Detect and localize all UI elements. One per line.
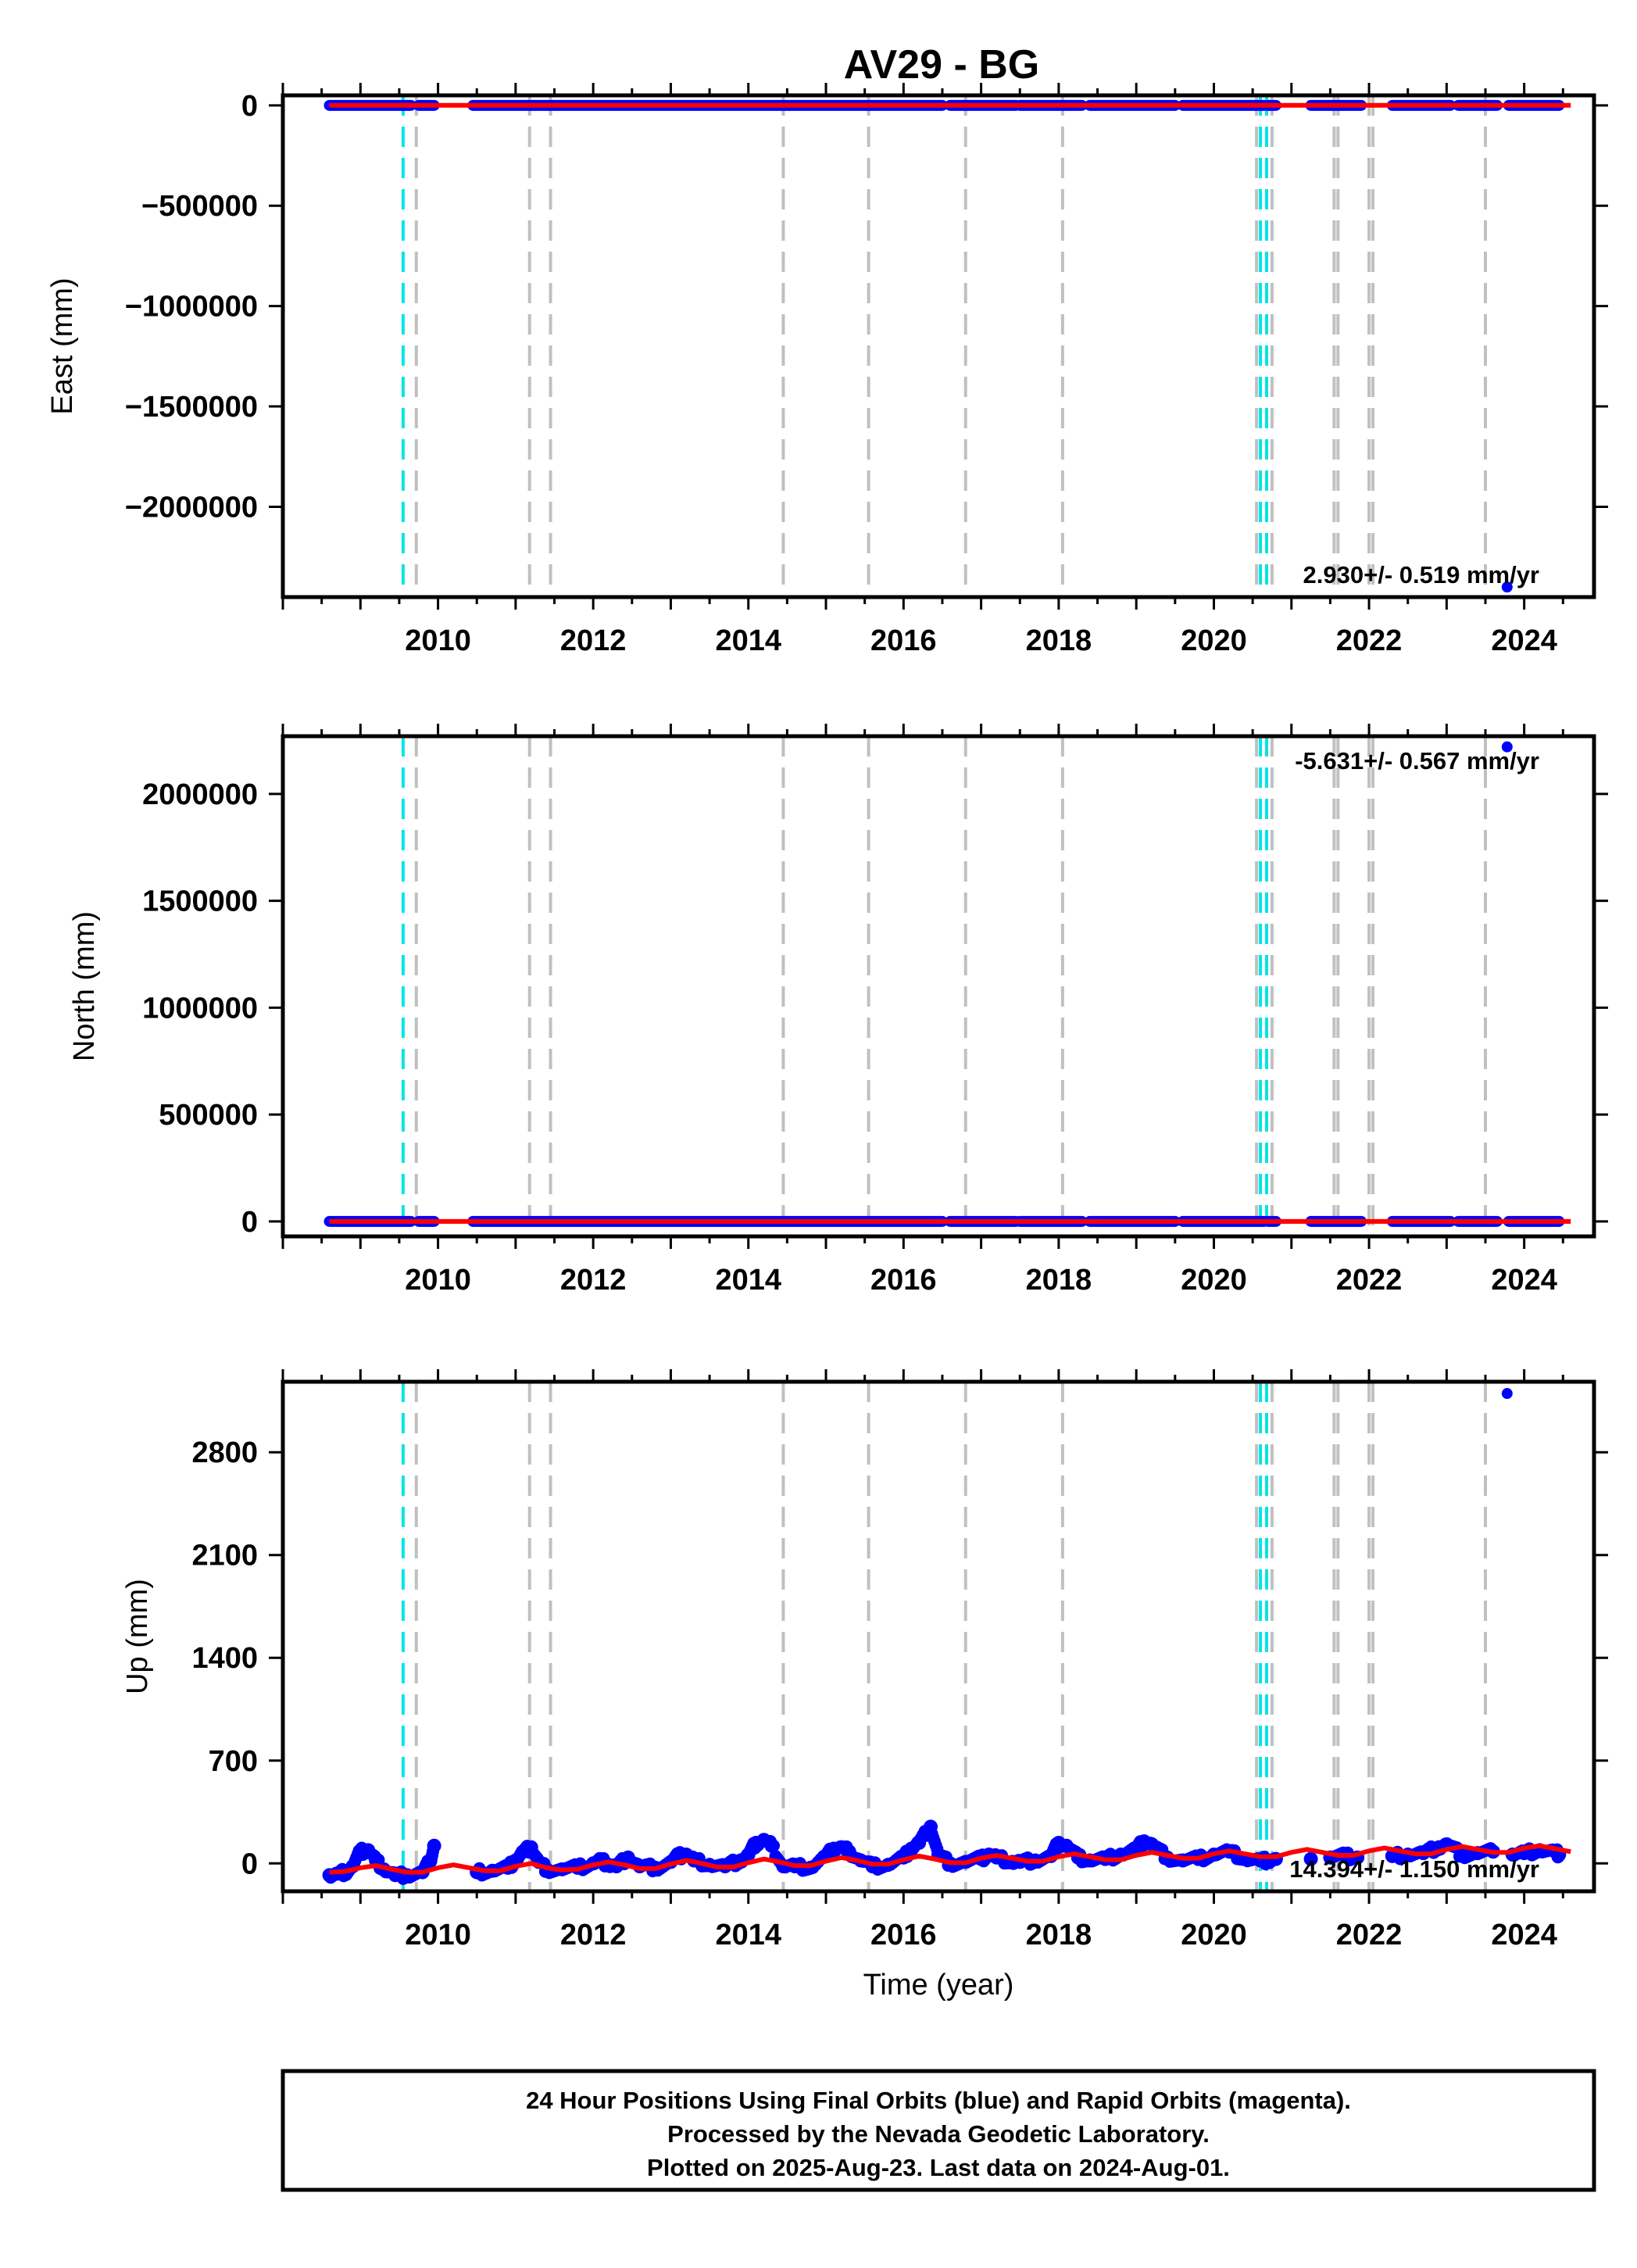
rate-label: 14.394+/- 1.150 mm/yr <box>1289 1855 1539 1883</box>
x-tick-label: 2014 <box>715 624 781 657</box>
x-tick-label: 2010 <box>405 624 471 657</box>
outlier-point <box>1501 581 1513 593</box>
plot-title: AV29 - BG <box>844 42 1039 88</box>
x-tick-label: 2012 <box>560 1919 627 1951</box>
x-tick-label: 2016 <box>870 1919 937 1951</box>
x-tick-label: 2016 <box>870 624 937 657</box>
caption-box: 24 Hour Positions Using Final Orbits (bl… <box>281 2069 1596 2192</box>
outlier-point <box>1501 1388 1513 1400</box>
y-tick-label: −1000000 <box>125 291 258 324</box>
x-tick-label: 2022 <box>1336 1919 1403 1951</box>
x-tick-label: 2024 <box>1491 624 1557 657</box>
plot-area <box>322 1382 1571 1891</box>
x-tick-label: 2010 <box>405 1919 471 1951</box>
outlier-point <box>1501 741 1513 753</box>
x-tick-label: 2024 <box>1491 1264 1557 1297</box>
y-tick-label: 0 <box>241 90 258 123</box>
x-tick-label: 2016 <box>870 1264 937 1297</box>
y-axis-label: North (mm) <box>68 911 101 1061</box>
y-tick-label: 1500000 <box>142 885 258 918</box>
caption-line-1: 24 Hour Positions Using Final Orbits (bl… <box>526 2087 1351 2114</box>
x-tick-label: 2022 <box>1336 624 1403 657</box>
x-axis-label: Time (year) <box>863 1969 1014 2001</box>
x-tick-label: 2020 <box>1181 1919 1247 1951</box>
model-line <box>329 1843 1571 1875</box>
y-axis-label: East (mm) <box>46 277 79 414</box>
data-point <box>1303 1851 1318 1866</box>
rate-label: -5.631+/- 0.567 mm/yr <box>1295 747 1539 774</box>
y-tick-label: 2800 <box>191 1436 258 1469</box>
panel-frame <box>281 93 1596 599</box>
y-tick-label: 0 <box>241 1848 258 1880</box>
data-point <box>427 1838 441 1853</box>
x-tick-label: 2014 <box>715 1919 781 1951</box>
plot-area <box>323 736 1571 1236</box>
plot-area <box>323 95 1571 597</box>
x-tick-label: 2018 <box>1026 1919 1092 1951</box>
y-tick-label: 2000000 <box>142 778 258 811</box>
caption-line-2: Processed by the Nevada Geodetic Laborat… <box>667 2120 1210 2148</box>
x-tick-label: 2012 <box>560 1264 627 1297</box>
east-panel: 2010 2012 2014 2016 2018 2020 2022 2024 0 −500000… <box>46 83 1608 657</box>
caption-line-3: Plotted on 2025-Aug-23. Last data on 202… <box>647 2154 1230 2181</box>
x-tick-label: 2010 <box>405 1264 471 1297</box>
y-tick-label: 2100 <box>191 1540 258 1572</box>
up-panel: 2010 2012 2014 2016 2018 2020 2022 2024 0 700 1400… <box>121 1369 1608 2001</box>
y-tick-label: 1000000 <box>142 992 258 1025</box>
rate-label: 2.930+/- 0.519 mm/yr <box>1303 561 1539 588</box>
panel-frame <box>281 1379 1596 1894</box>
x-tick-label: 2022 <box>1336 1264 1403 1297</box>
x-tick-label: 2020 <box>1181 1264 1247 1297</box>
y-axis-label: Up (mm) <box>121 1579 154 1694</box>
y-tick-label: 0 <box>241 1206 258 1239</box>
x-tick-label: 2020 <box>1181 624 1247 657</box>
y-tick-label: −2000000 <box>125 491 258 524</box>
y-tick-label: 700 <box>209 1745 258 1778</box>
panel-frame <box>281 734 1596 1239</box>
data-point <box>767 1839 781 1852</box>
y-tick-label: −1500000 <box>125 391 258 424</box>
caption-frame <box>281 2069 1596 2192</box>
x-tick-label: 2018 <box>1026 624 1092 657</box>
north-panel: 2010 2012 2014 2016 2018 2020 2022 2024 0 500000 1… <box>68 724 1608 1297</box>
y-tick-label: −500000 <box>141 190 258 223</box>
x-tick-label: 2018 <box>1026 1264 1092 1297</box>
x-tick-label: 2014 <box>715 1264 781 1297</box>
y-tick-label: 500000 <box>159 1099 258 1132</box>
x-tick-label: 2024 <box>1491 1919 1557 1951</box>
y-tick-label: 1400 <box>191 1642 258 1675</box>
x-tick-label: 2012 <box>560 624 627 657</box>
